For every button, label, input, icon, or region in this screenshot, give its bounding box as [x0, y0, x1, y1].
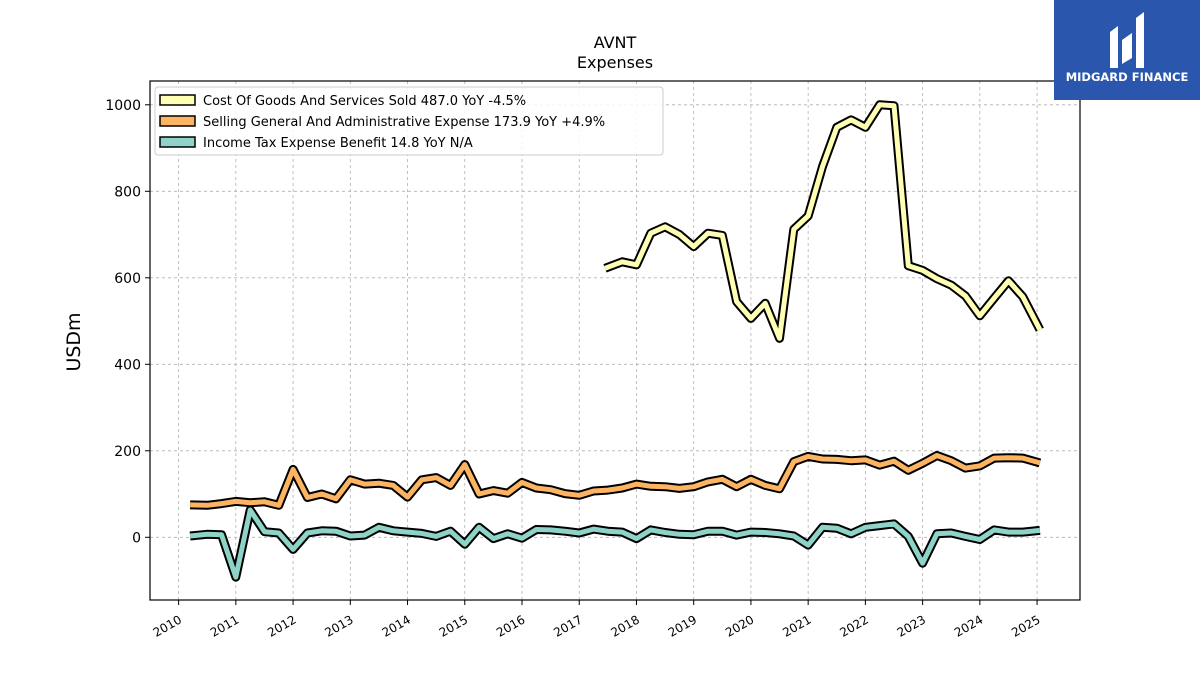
x-tick-label: 2013 [322, 612, 355, 639]
y-tick-label: 400 [114, 357, 141, 373]
x-tick-label: 2023 [895, 612, 928, 639]
x-tick-label: 2015 [437, 612, 470, 639]
y-axis-ticks: 0 200 400 600 800 1000 [105, 98, 150, 546]
series-outline [189, 451, 1042, 510]
x-tick-label: 2019 [666, 612, 699, 639]
x-tick-label: 2025 [1009, 612, 1042, 639]
series-1 [189, 451, 1042, 510]
midgard-finance-logo: MIDGARD FINANCE [1054, 0, 1200, 100]
x-tick-label: 2024 [952, 612, 985, 639]
series-0 [603, 100, 1044, 343]
legend-label: Selling General And Administrative Expen… [203, 115, 605, 130]
x-tick-label: 2011 [208, 612, 241, 639]
x-tick-label: 2020 [723, 612, 756, 639]
y-tick-label: 600 [114, 271, 141, 287]
x-tick-label: 2018 [609, 612, 642, 639]
chart-subtitle: Expenses [577, 53, 653, 72]
legend-swatch [159, 136, 196, 148]
legend-label: Income Tax Expense Benefit 14.8 YoY N/A [203, 136, 473, 151]
x-tick-label: 2012 [265, 612, 298, 639]
logo-mark-icon [1110, 12, 1144, 68]
plot-frame [149, 80, 1081, 601]
series-lines [189, 100, 1044, 582]
gridlines [150, 81, 1080, 600]
x-axis-ticks: 2010 2011 2012 2013 2014 2015 2016 2017 2018 2019… [151, 600, 1043, 640]
x-tick-label: 2010 [151, 612, 184, 639]
x-tick-label: 2017 [551, 612, 584, 639]
chart-title: AVNT [594, 33, 637, 52]
series-2 [189, 505, 1041, 582]
legend-box [154, 86, 664, 156]
x-tick-label: 2021 [780, 612, 813, 639]
legend-swatch [159, 115, 196, 127]
y-tick-label: 0 [132, 530, 141, 546]
legend-label: Cost Of Goods And Services Sold 487.0 Yo… [203, 94, 526, 109]
x-tick-label: 2016 [494, 612, 527, 639]
x-tick-label: 2022 [837, 612, 870, 639]
x-tick-label: 2014 [380, 612, 413, 639]
series-line [190, 453, 1041, 508]
y-tick-label: 1000 [105, 98, 141, 114]
y-axis-label: USDm [63, 312, 85, 371]
legend: Cost Of Goods And Services Sold 487.0 Yo… [154, 86, 664, 156]
y-tick-label: 800 [114, 184, 141, 200]
logo-text: MIDGARD FINANCE [1066, 70, 1189, 84]
y-tick-label: 200 [114, 444, 141, 460]
series-line [189, 507, 1041, 580]
series-outline [603, 100, 1044, 343]
series-line [604, 102, 1043, 341]
legend-swatch [159, 94, 196, 106]
